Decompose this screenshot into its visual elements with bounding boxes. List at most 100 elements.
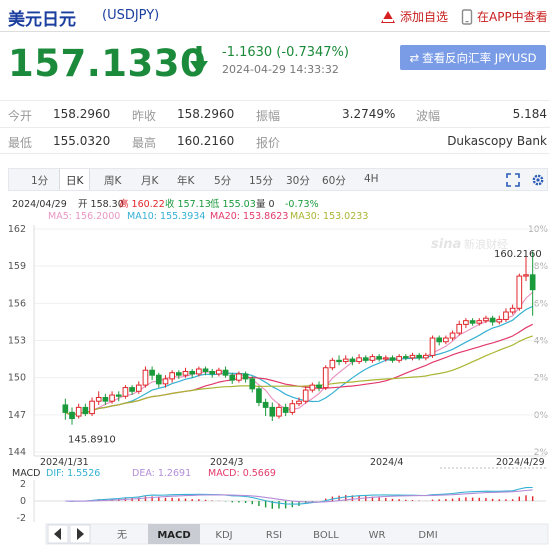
tab-yearly[interactable]: 年K (177, 175, 195, 187)
ma30-line (65, 335, 533, 417)
dea-line (65, 489, 533, 503)
macd-axis: 2 0 -2 (17, 479, 546, 524)
reverse-rate-label: 查看反向汇率 JPYUSD (422, 50, 537, 65)
amplitude-value: 3.2749% (342, 107, 396, 121)
candle-body (382, 357, 389, 360)
candle-body (262, 401, 269, 408)
fullscreen-icon[interactable] (506, 173, 520, 187)
candle-body (169, 372, 175, 380)
candle-body (289, 403, 296, 413)
candle-body (503, 311, 509, 320)
candle-body (496, 318, 503, 323)
range-label: 波幅 (416, 109, 441, 123)
candle-body (155, 374, 162, 385)
indicator-tab-无[interactable]: 无 (117, 530, 127, 541)
candle-body (509, 307, 516, 313)
candle-body (276, 406, 282, 417)
candle-body (296, 400, 302, 405)
candle-body (402, 356, 409, 359)
indicator-tabs: 无 MACD KDJ RSI BOLL WR DMI (45, 523, 549, 545)
quote-stats: 今开 158.2960 昨收 158.2960 振幅 3.2749% 波幅 5.… (0, 100, 550, 154)
info-volume: 量 0 (256, 199, 275, 210)
indicator-tab-dmi[interactable]: DMI (418, 530, 437, 541)
tab-5min[interactable]: 5分 (214, 175, 232, 187)
candle-body (142, 369, 149, 386)
indicator-tab-rsi[interactable]: RSI (266, 530, 282, 541)
tab-4h[interactable]: 4H (364, 173, 379, 185)
candle-body (89, 400, 95, 415)
tab-30min[interactable]: 30分 (286, 175, 310, 187)
candle-body (409, 354, 416, 359)
low-value: 155.0320 (53, 134, 111, 148)
symbol-code: (USDJPY) (102, 8, 160, 23)
candle-body (135, 384, 142, 392)
price-grid (33, 225, 546, 457)
quote-source-value: Dukascopy Bank (447, 134, 547, 148)
candle-body (75, 406, 82, 417)
price-tick-label: 144 (8, 447, 26, 458)
percent-tick-label: 8% (534, 262, 549, 272)
scroll-left-button[interactable] (47, 524, 69, 544)
reverse-rate-button[interactable]: ⇄ 查看反向汇率 JPYUSD (400, 45, 546, 70)
price-tick-label: 162 (8, 224, 26, 235)
tab-1min[interactable]: 1分 (31, 175, 49, 187)
indicator-tab-wr[interactable]: WR (369, 530, 386, 541)
candle-body (249, 378, 256, 390)
candle-body (102, 396, 109, 402)
percent-tick-label: 2% (534, 448, 549, 458)
indicator-tab-kdj[interactable]: KDJ (215, 530, 232, 541)
candle-body (429, 337, 436, 356)
candle-body (469, 320, 476, 324)
scroll-right-button[interactable] (69, 524, 91, 544)
candle-body (62, 404, 69, 413)
range-value: 5.184 (512, 107, 547, 121)
candle-body (109, 394, 115, 402)
dif-line (65, 486, 533, 505)
candle-body (336, 359, 342, 363)
date-tick-label: 2024/3 (210, 457, 243, 468)
price-tick-label: 153 (8, 336, 26, 347)
candle-body (242, 373, 249, 380)
percent-tick-label: 10% (528, 225, 548, 235)
tab-60min[interactable]: 60分 (322, 175, 346, 187)
add-watchlist-button[interactable]: 添加自选 (380, 8, 448, 25)
macd-dea: DEA: 1.2691 (132, 468, 191, 479)
price-tick-label: 156 (8, 298, 26, 309)
info-date: 2024/04/29 (12, 199, 67, 210)
open-value: 158.2960 (53, 107, 111, 121)
tab-daily[interactable]: 日K (59, 169, 91, 190)
price-change: -1.1630 (-0.7347%) (222, 45, 349, 60)
info-change: -0.73% (285, 199, 319, 210)
down-arrow-icon (190, 46, 208, 74)
candle-body (463, 320, 469, 325)
kline-chart[interactable]: 2024/04/29 开 158.30 高 160.22 收 157.13 低 … (0, 194, 550, 547)
candle-body (182, 370, 189, 376)
date-tick-label: 2024/4 (370, 457, 403, 468)
candle-body (222, 369, 229, 376)
candle-body (523, 274, 529, 277)
price-tick-label: 147 (8, 410, 26, 421)
candle-body (229, 374, 236, 381)
high-label: 最高 (132, 136, 157, 150)
tab-monthly[interactable]: 月K (141, 175, 159, 187)
price-axis: 162 159 156 153 150 147 144 (8, 224, 26, 458)
open-in-app-button[interactable]: 在APP中查看 (461, 8, 548, 25)
info-low: 低 155.03 (210, 198, 256, 210)
prev-close-value: 158.2960 (177, 107, 235, 121)
candles (62, 251, 536, 425)
quote-source-label: 报价 (256, 136, 281, 150)
tab-weekly[interactable]: 周K (104, 175, 122, 187)
period-tabs: 1分 日K 周K 月K 年K 5分 15分 30分 60分 4H (8, 168, 548, 191)
tab-15min[interactable]: 15分 (249, 175, 273, 187)
macd-legend: MACD DIF: 1.5526 DEA: 1.2691 MACD: 0.566… (12, 468, 276, 479)
settings-icon[interactable] (531, 173, 545, 187)
indicator-tab-macd[interactable]: MACD (157, 530, 190, 541)
watchlist-icon (381, 10, 395, 23)
macd-tick-label: -2 (17, 513, 26, 524)
indicator-tab-boll[interactable]: BOLL (313, 530, 339, 541)
candle-body (516, 275, 523, 309)
price-labels: 160.2160 145.8910 (68, 249, 542, 445)
candle-body (309, 384, 316, 391)
candle-body (216, 369, 222, 375)
percent-tick-label: 6% (534, 299, 549, 309)
